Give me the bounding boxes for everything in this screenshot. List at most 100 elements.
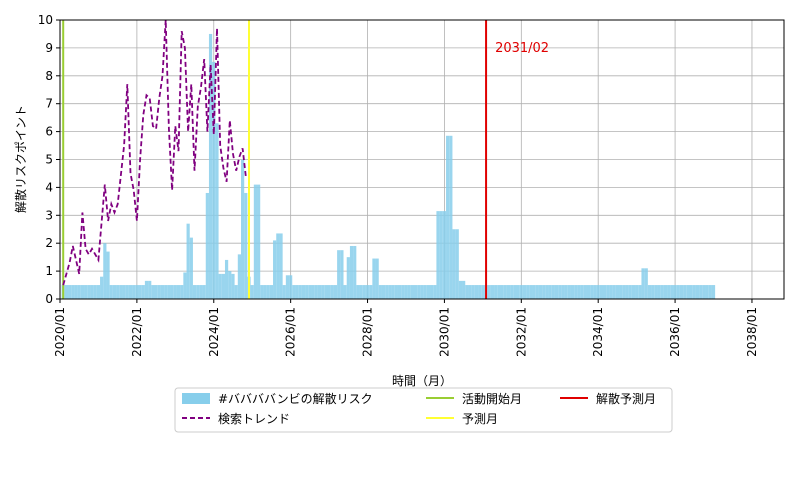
risk-bar	[692, 285, 696, 299]
legend-box	[174, 387, 673, 433]
risk-bar	[474, 285, 479, 299]
risk-bar	[593, 285, 597, 299]
risk-bar	[423, 285, 427, 299]
risk-bar	[586, 285, 591, 299]
y-tick-label: 8	[45, 69, 53, 83]
y-axis: 0 1 2 3 4 5 6 7 8 9 10	[38, 13, 60, 306]
risk-bar	[497, 285, 501, 299]
risk-bar	[458, 280, 463, 299]
risk-bar	[173, 285, 177, 299]
risk-bar	[84, 285, 88, 299]
risk-bar	[369, 285, 373, 299]
risk-bar	[228, 271, 232, 299]
risk-bar	[148, 280, 152, 299]
risk-bar	[276, 233, 280, 299]
risk-bar	[583, 285, 587, 299]
risk-bar	[654, 285, 658, 299]
risk-bar	[308, 285, 312, 299]
risk-bar	[670, 285, 674, 299]
risk-bar	[337, 250, 341, 299]
risk-bar	[430, 285, 434, 299]
risk-bar	[567, 285, 571, 299]
risk-bar	[394, 285, 398, 299]
risk-bar	[385, 285, 389, 299]
risk-bar	[638, 285, 642, 299]
risk-bar	[619, 285, 623, 299]
risk-bar	[407, 285, 411, 299]
risk-bar	[381, 285, 386, 299]
x-tick-label: 2034/01	[591, 307, 605, 357]
risk-bar	[526, 285, 530, 299]
risk-bar	[635, 285, 639, 299]
x-axis: 2020/01 2022/01 2024/01 2026/01 2028/01 2030/…	[53, 299, 759, 357]
risk-bar	[154, 285, 158, 299]
risk-bar	[529, 285, 533, 299]
risk-bar	[622, 285, 626, 299]
risk-bar	[603, 285, 607, 299]
x-tick-label: 2030/01	[437, 307, 451, 357]
risk-bar	[343, 285, 347, 299]
legend-label-risk: #ババババンビの解散リスク	[218, 391, 373, 406]
risk-bar	[250, 285, 254, 299]
risk-bar	[660, 285, 664, 299]
risk-bar	[93, 285, 97, 299]
risk-bar	[224, 259, 229, 299]
risk-bar	[420, 285, 424, 299]
risk-bar	[231, 273, 235, 299]
y-tick-label: 2	[45, 236, 53, 250]
risk-bar	[305, 285, 309, 299]
risk-bar	[705, 285, 709, 299]
risk-bar	[125, 285, 129, 299]
risk-bar	[628, 285, 632, 299]
risk-bar	[362, 285, 366, 299]
risk-bar	[71, 285, 75, 299]
risk-bar	[109, 285, 113, 299]
risk-bar	[340, 250, 344, 299]
risk-bar	[683, 285, 687, 299]
risk-bar	[176, 285, 181, 299]
risk-bar	[699, 285, 703, 299]
risk-bar	[208, 33, 213, 299]
risk-bar	[167, 285, 171, 299]
risk-bar	[647, 285, 652, 299]
risk-bar	[506, 285, 511, 299]
risk-bar	[644, 268, 648, 299]
risk-bar	[574, 285, 578, 299]
risk-bar	[519, 285, 523, 299]
trend-layer	[62, 19, 247, 286]
risk-bar	[548, 285, 552, 299]
risk-bar	[487, 285, 491, 299]
risk-bar	[282, 285, 286, 299]
risk-bar	[189, 237, 193, 299]
risk-bar	[500, 285, 504, 299]
risk-bar	[314, 285, 318, 299]
risk-bar	[260, 285, 264, 299]
risk-bar	[538, 285, 543, 299]
risk-bar	[128, 285, 133, 299]
risk-bar	[202, 285, 206, 299]
risk-bar	[330, 285, 334, 299]
risk-bar	[615, 285, 620, 299]
risk-bar	[657, 285, 661, 299]
risk-bar	[468, 285, 472, 299]
risk-bar	[359, 285, 363, 299]
risk-bar	[257, 184, 261, 299]
risk-bar	[365, 285, 370, 299]
risk-bar	[516, 285, 520, 299]
y-tick-label: 5	[45, 153, 53, 167]
risk-bar	[285, 275, 290, 299]
risk-bar	[90, 285, 94, 299]
risk-bar	[651, 285, 655, 299]
risk-bar	[215, 123, 219, 299]
risk-bar	[679, 285, 684, 299]
x-tick-label: 2024/01	[207, 307, 221, 357]
risk-bar	[311, 285, 315, 299]
risk-bar	[324, 285, 328, 299]
risk-bar	[599, 285, 603, 299]
risk-bar	[64, 285, 69, 299]
risk-bar	[711, 285, 716, 299]
dissolution-date-annotation: 2031/02	[495, 41, 549, 56]
risk-bar	[253, 184, 258, 299]
risk-bar	[625, 285, 629, 299]
risk-bar	[74, 285, 78, 299]
